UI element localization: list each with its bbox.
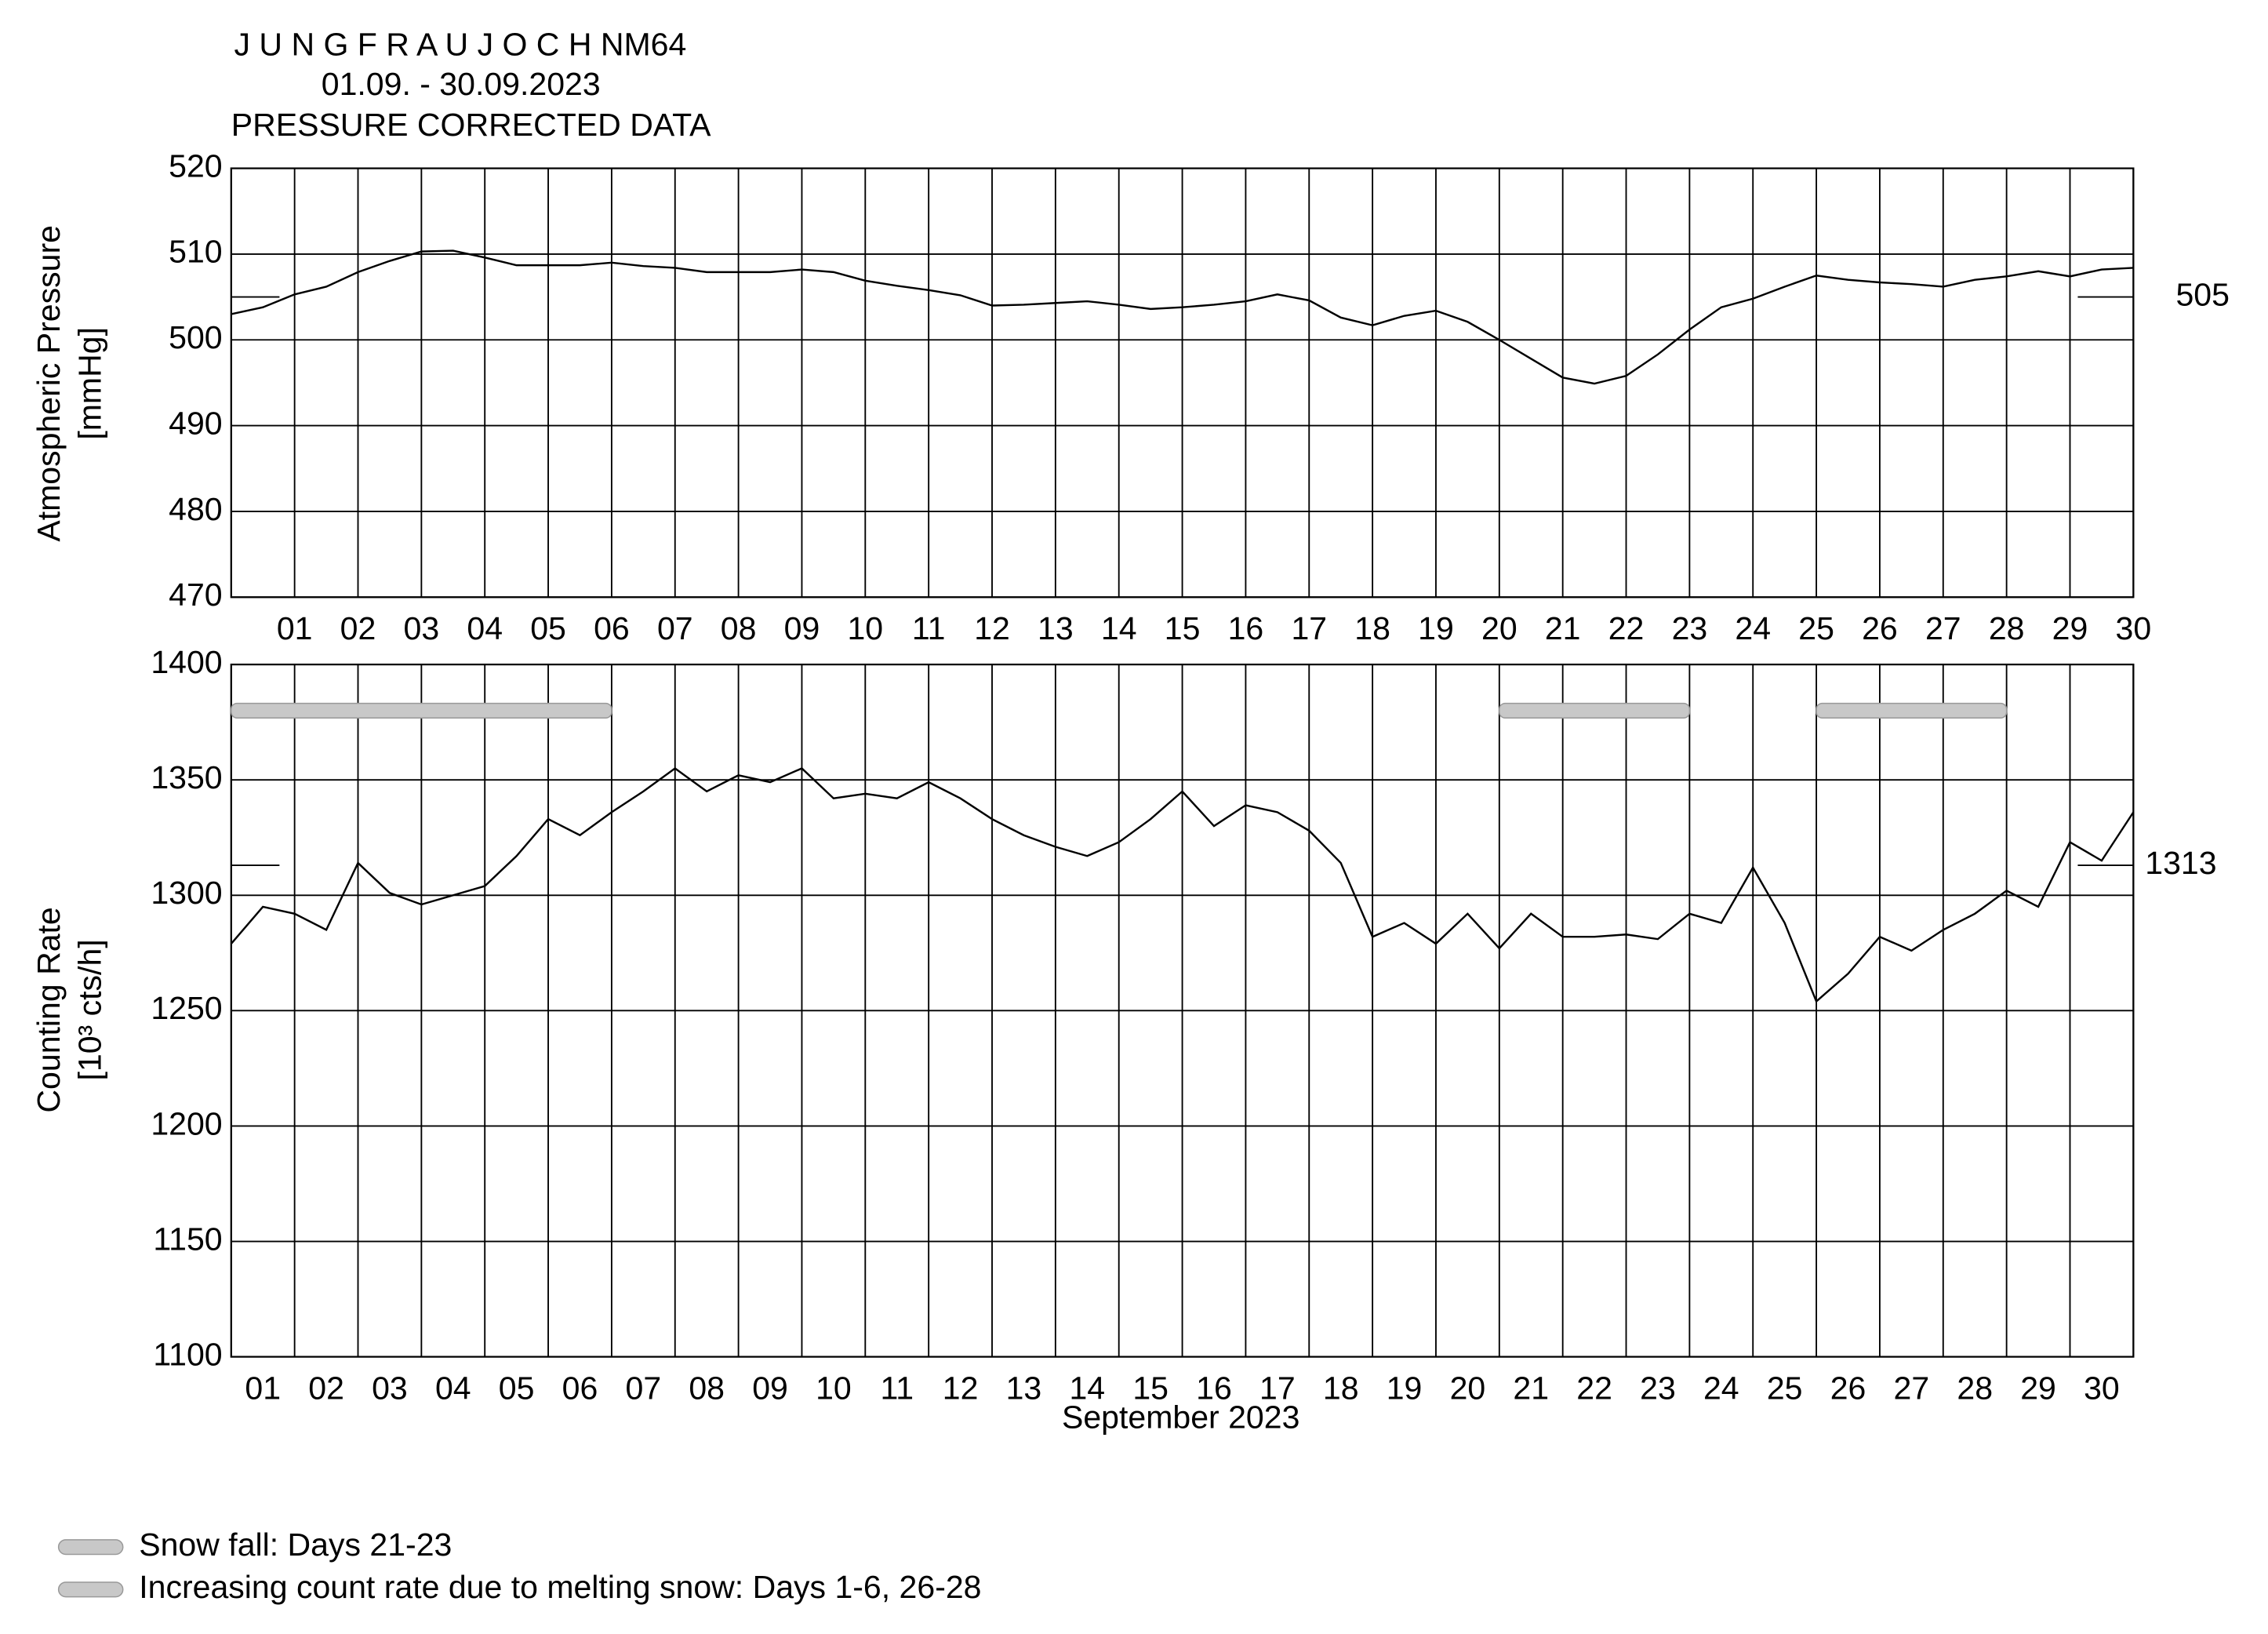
x-tick-label: 04 xyxy=(467,610,503,646)
x-tick-label: 30 xyxy=(2084,1370,2120,1406)
x-tick-label: 28 xyxy=(1989,610,2025,646)
x-tick-label: 01 xyxy=(245,1370,281,1406)
x-tick-label: 22 xyxy=(1576,1370,1612,1406)
y-tick-label: 470 xyxy=(169,577,222,613)
x-tick-label: 27 xyxy=(1894,1370,1930,1406)
x-tick-label: 13 xyxy=(1006,1370,1042,1406)
x-tick-label: 07 xyxy=(657,610,693,646)
x-tick-label: 20 xyxy=(1481,610,1517,646)
x-tick-label: 08 xyxy=(689,1370,725,1406)
x-tick-label: 23 xyxy=(1672,610,1708,646)
x-tick-label: 27 xyxy=(1925,610,1961,646)
x-tick-label: 11 xyxy=(912,610,946,646)
x-tick-label: 15 xyxy=(1165,610,1201,646)
x-tick-label: 14 xyxy=(1101,610,1137,646)
reference-label: 1313 xyxy=(2145,845,2216,881)
y-tick-label: 510 xyxy=(169,234,222,270)
x-tick-label: 23 xyxy=(1640,1370,1676,1406)
y-axis-label: [mmHg] xyxy=(71,327,107,440)
legend-label: Snow fall: Days 21-23 xyxy=(139,1527,452,1563)
x-tick-label: 03 xyxy=(372,1370,408,1406)
x-tick-label: 29 xyxy=(2052,610,2088,646)
x-tick-label: 02 xyxy=(340,610,376,646)
x-tick-label: 16 xyxy=(1196,1370,1232,1406)
x-tick-label: 30 xyxy=(2116,610,2152,646)
x-tick-label: 12 xyxy=(943,1370,979,1406)
x-tick-label: 19 xyxy=(1387,1370,1423,1406)
x-tick-label: 22 xyxy=(1608,610,1645,646)
reference-label: 505 xyxy=(2175,276,2229,312)
x-tick-label: 25 xyxy=(1767,1370,1803,1406)
x-tick-label: 18 xyxy=(1323,1370,1359,1406)
x-tick-label: 06 xyxy=(594,610,630,646)
chart-note: PRESSURE CORRECTED DATA xyxy=(231,107,711,143)
x-tick-label: 18 xyxy=(1354,610,1390,646)
x-tick-label: 04 xyxy=(435,1370,471,1406)
x-tick-label: 02 xyxy=(308,1370,344,1406)
y-tick-label: 520 xyxy=(169,147,222,184)
x-tick-label: 19 xyxy=(1418,610,1454,646)
legend-swatch xyxy=(57,1539,124,1556)
y-axis-label: [10³ cts/h] xyxy=(71,939,107,1080)
snow-band xyxy=(1499,702,1691,719)
x-tick-label: 10 xyxy=(816,1370,852,1406)
snow-band xyxy=(1815,702,2008,719)
y-tick-label: 1300 xyxy=(151,875,222,911)
x-tick-label: 21 xyxy=(1545,610,1581,646)
data-line xyxy=(230,766,2135,1003)
y-tick-label: 1350 xyxy=(151,759,222,795)
x-tick-label: 09 xyxy=(752,1370,788,1406)
x-tick-label: 24 xyxy=(1735,610,1771,646)
y-tick-label: 480 xyxy=(169,491,222,527)
y-tick-label: 1200 xyxy=(151,1105,222,1141)
y-tick-label: 490 xyxy=(169,405,222,441)
chart-title: J U N G F R A U J O C H NM64 xyxy=(234,27,687,63)
chart-subtitle: 01.09. - 30.09.2023 xyxy=(322,66,601,102)
x-tick-label: 13 xyxy=(1038,610,1074,646)
x-tick-label: 17 xyxy=(1259,1370,1296,1406)
x-tick-label: 16 xyxy=(1228,610,1264,646)
y-tick-label: 500 xyxy=(169,319,222,355)
x-tick-label: 20 xyxy=(1450,1370,1486,1406)
y-tick-label: 1100 xyxy=(153,1336,222,1372)
x-tick-label: 03 xyxy=(404,610,440,646)
x-tick-label: 26 xyxy=(1830,1370,1866,1406)
x-tick-label: 17 xyxy=(1291,610,1327,646)
y-tick-label: 1400 xyxy=(151,644,222,680)
x-tick-label: 15 xyxy=(1132,1370,1169,1406)
y-tick-label: 1250 xyxy=(151,990,222,1026)
x-tick-label: 01 xyxy=(277,610,313,646)
y-tick-label: 1150 xyxy=(153,1221,222,1257)
x-tick-label: 06 xyxy=(562,1370,598,1406)
legend-swatch xyxy=(57,1581,124,1598)
x-tick-label: 05 xyxy=(499,1370,535,1406)
x-tick-label: 05 xyxy=(530,610,566,646)
x-tick-label: 28 xyxy=(1957,1370,1993,1406)
x-tick-label: 11 xyxy=(880,1370,914,1406)
y-axis-label: Atmospheric Pressure xyxy=(31,225,67,542)
x-tick-label: 12 xyxy=(974,610,1010,646)
x-tick-label: 29 xyxy=(2020,1370,2056,1406)
x-tick-label: 21 xyxy=(1513,1370,1549,1406)
x-axis-label: September 2023 xyxy=(1062,1399,1299,1436)
x-tick-label: 09 xyxy=(784,610,820,646)
legend-label: Increasing count rate due to melting sno… xyxy=(139,1569,981,1605)
x-tick-label: 14 xyxy=(1069,1370,1105,1406)
x-tick-label: 25 xyxy=(1798,610,1834,646)
x-tick-label: 26 xyxy=(1862,610,1898,646)
snow-band xyxy=(231,702,612,719)
data-line xyxy=(231,249,2134,385)
x-tick-label: 10 xyxy=(847,610,883,646)
x-tick-label: 24 xyxy=(1703,1370,1739,1406)
x-tick-label: 08 xyxy=(721,610,757,646)
x-tick-label: 07 xyxy=(626,1370,662,1406)
y-axis-label: Counting Rate xyxy=(31,907,67,1112)
